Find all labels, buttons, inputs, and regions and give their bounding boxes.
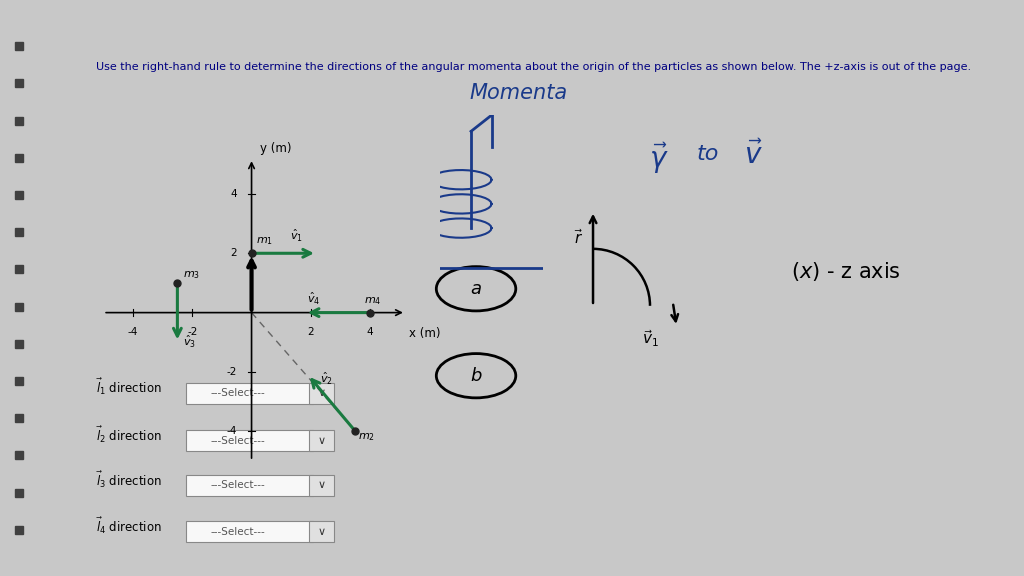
Text: -4: -4	[226, 426, 237, 436]
Text: $m_2$: $m_2$	[358, 431, 376, 443]
Text: ∨: ∨	[317, 388, 326, 398]
Text: -2: -2	[187, 327, 198, 338]
Text: $m_1$: $m_1$	[256, 236, 273, 247]
Text: $\vec{l}_4$ direction: $\vec{l}_4$ direction	[95, 516, 162, 536]
Text: x (m): x (m)	[409, 327, 440, 340]
Text: ∨: ∨	[317, 435, 326, 446]
FancyBboxPatch shape	[185, 382, 313, 404]
Text: $(x)$ - z axis: $(x)$ - z axis	[792, 260, 901, 283]
Text: ---Select---: ---Select---	[210, 526, 265, 537]
Text: $\vec{l}_3$ direction: $\vec{l}_3$ direction	[95, 469, 162, 490]
Text: -2: -2	[226, 367, 237, 377]
Text: $\vec{\gamma}$: $\vec{\gamma}$	[649, 141, 669, 176]
Text: 4: 4	[230, 189, 237, 199]
Text: $\vec{v}_1$: $\vec{v}_1$	[642, 329, 658, 349]
Text: $\vec{r}$: $\vec{r}$	[574, 228, 584, 247]
Text: ---Select---: ---Select---	[210, 480, 265, 490]
Text: ---Select---: ---Select---	[210, 388, 265, 398]
Text: $\hat{v}_3$: $\hat{v}_3$	[183, 334, 197, 350]
Text: Use the right-hand rule to determine the directions of the angular momenta about: Use the right-hand rule to determine the…	[95, 62, 971, 72]
Text: $\vec{l}_1$ direction: $\vec{l}_1$ direction	[95, 377, 162, 397]
Text: $m_3$: $m_3$	[183, 270, 201, 282]
Text: -4: -4	[128, 327, 138, 338]
Text: $\hat{v}_2$: $\hat{v}_2$	[319, 370, 333, 386]
Text: 4: 4	[367, 327, 374, 338]
FancyBboxPatch shape	[185, 430, 313, 451]
Text: $\hat{v}_1$: $\hat{v}_1$	[290, 228, 303, 244]
FancyBboxPatch shape	[308, 521, 334, 542]
FancyBboxPatch shape	[185, 475, 313, 496]
Text: to: to	[696, 144, 719, 164]
Text: $\vec{l}_2$ direction: $\vec{l}_2$ direction	[95, 425, 162, 445]
Text: ---Select---: ---Select---	[210, 435, 265, 446]
Text: $\vec{v}$: $\vec{v}$	[743, 141, 763, 170]
Text: Momenta: Momenta	[469, 83, 567, 103]
Text: 2: 2	[307, 327, 314, 338]
Text: 2: 2	[230, 248, 237, 258]
Text: ∨: ∨	[317, 480, 326, 490]
Text: $\hat{v}_4$: $\hat{v}_4$	[306, 290, 319, 306]
FancyBboxPatch shape	[308, 430, 334, 451]
Text: $m_4$: $m_4$	[365, 295, 382, 306]
Text: a: a	[471, 280, 481, 298]
Text: b: b	[470, 367, 481, 385]
Text: y (m): y (m)	[260, 142, 292, 156]
FancyBboxPatch shape	[308, 382, 334, 404]
FancyBboxPatch shape	[185, 521, 313, 542]
FancyBboxPatch shape	[308, 475, 334, 496]
Text: ∨: ∨	[317, 526, 326, 537]
